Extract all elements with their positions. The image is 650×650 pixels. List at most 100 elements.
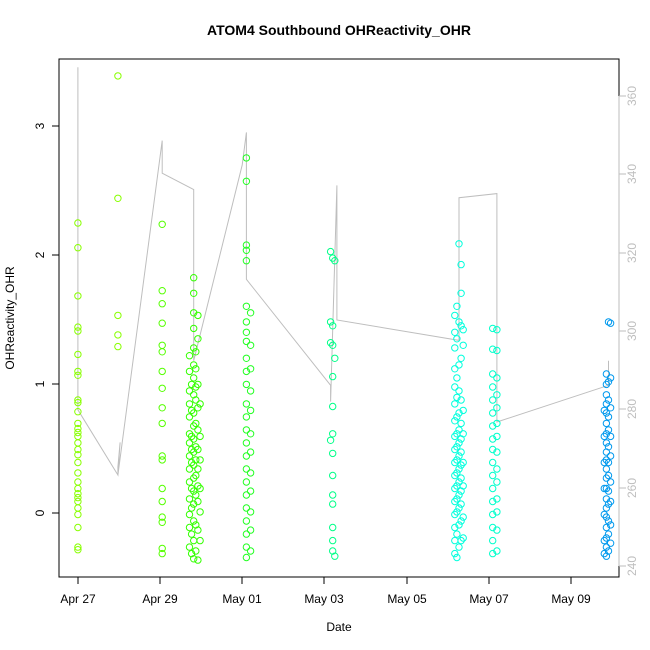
data-point [493, 478, 501, 486]
right-tick-label: 240 [625, 556, 639, 576]
data-point [606, 404, 615, 412]
right-tick-label: 320 [625, 243, 639, 263]
data-point [242, 553, 251, 562]
y-axis: 0 1 2 3 [33, 122, 60, 516]
data-point [455, 478, 463, 486]
data-point [246, 487, 255, 495]
data-point [74, 350, 82, 359]
data-point [457, 260, 465, 269]
data-point [455, 491, 463, 499]
data-point [196, 400, 204, 408]
data-point [606, 497, 615, 506]
data-point [604, 318, 613, 326]
data-point [74, 408, 82, 416]
data-point [185, 439, 194, 447]
data-point [602, 504, 611, 512]
data-point [489, 324, 497, 333]
altitude-line-layer [77, 67, 609, 477]
data-point [606, 374, 615, 382]
data-point [602, 419, 611, 428]
data-point [190, 487, 198, 495]
data-point [604, 396, 613, 404]
data-point [489, 409, 497, 417]
data-point [158, 300, 166, 308]
x-tick-label: May 07 [469, 592, 509, 606]
data-point [192, 348, 200, 356]
data-point [331, 257, 339, 265]
data-point [457, 474, 465, 482]
data-point [190, 289, 198, 297]
data-point [190, 555, 198, 563]
data-point [242, 400, 251, 408]
data-point [453, 443, 461, 451]
data-point [158, 456, 166, 464]
data-points-layer [74, 72, 615, 564]
data-point [489, 396, 497, 404]
data-point [114, 342, 122, 351]
data-point [455, 439, 463, 447]
data-point [493, 374, 501, 382]
data-point [329, 536, 337, 545]
data-point [192, 365, 200, 373]
data-point [185, 387, 194, 395]
y-axis-label: OHReactivity_OHR [3, 266, 17, 370]
data-point [455, 452, 463, 460]
data-point [194, 445, 202, 454]
data-point [602, 370, 611, 378]
data-point [74, 451, 82, 459]
data-point [602, 439, 611, 447]
data-point [158, 404, 166, 412]
data-point [329, 402, 337, 411]
data-point [246, 365, 255, 373]
y-tick-label: 3 [33, 122, 47, 129]
data-point [453, 456, 461, 464]
data-point [246, 526, 255, 534]
data-point [489, 458, 497, 467]
data-point [331, 552, 339, 560]
data-point [185, 523, 194, 532]
data-point [192, 419, 200, 428]
data-point [455, 361, 463, 369]
data-point [190, 274, 198, 282]
data-point [459, 458, 467, 467]
data-point [185, 510, 194, 519]
data-point [604, 378, 613, 386]
data-point [455, 387, 463, 395]
data-point [246, 309, 255, 317]
data-point [74, 244, 82, 252]
data-point [74, 493, 82, 502]
data-point [185, 465, 194, 473]
data-point [242, 478, 251, 486]
data-point [329, 430, 337, 438]
data-point [602, 400, 611, 408]
data-point [453, 413, 461, 421]
y-tick-label: 0 [33, 509, 47, 516]
data-point [185, 400, 194, 408]
data-point [606, 319, 615, 327]
data-point [158, 484, 166, 493]
data-point [453, 374, 461, 382]
data-point [242, 465, 251, 473]
data-point [158, 348, 166, 356]
data-point [74, 219, 82, 227]
data-point [190, 324, 198, 333]
data-point [602, 543, 611, 551]
data-point [600, 484, 608, 493]
data-point [493, 419, 501, 428]
data-point [242, 452, 251, 460]
data-point [493, 326, 501, 334]
data-point [242, 241, 251, 249]
y-tick-label: 2 [33, 251, 47, 258]
data-point [493, 547, 501, 555]
data-point [331, 354, 339, 362]
data-point [451, 328, 459, 336]
data-point [457, 322, 465, 330]
data-point [493, 391, 501, 399]
data-point [606, 478, 615, 486]
data-point [242, 504, 251, 512]
x-tick-label: May 01 [222, 592, 262, 606]
data-point [194, 426, 202, 434]
data-point [457, 289, 465, 297]
data-point [455, 318, 463, 326]
